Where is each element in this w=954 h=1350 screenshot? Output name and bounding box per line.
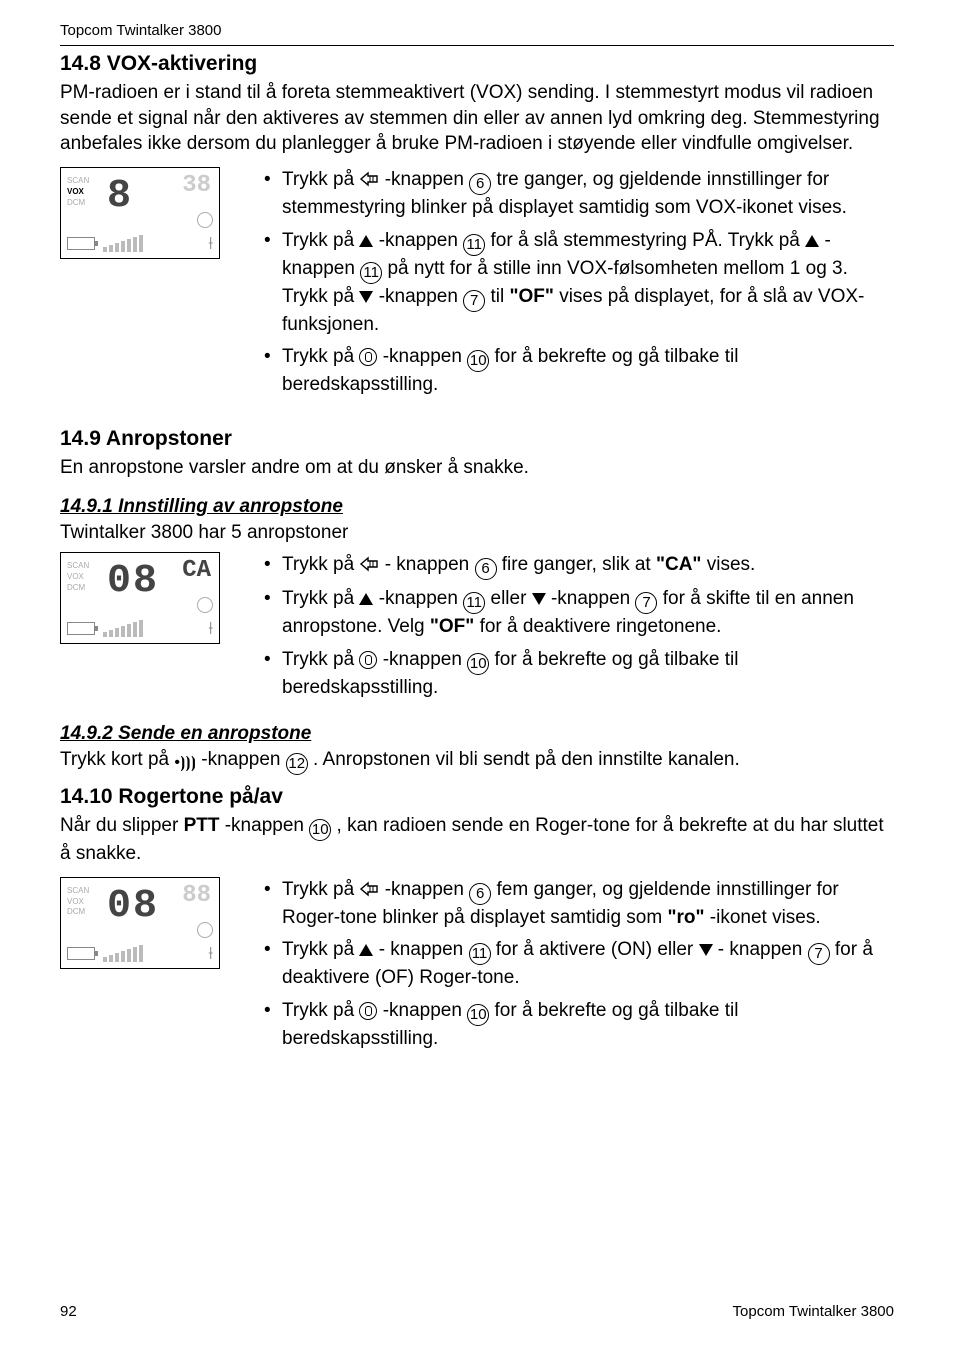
lcd-dcm: DCM xyxy=(67,907,89,918)
up-icon xyxy=(359,235,373,247)
ref-7: 7 xyxy=(463,290,485,312)
lcd-signal-bars xyxy=(103,620,143,637)
section-14-9-row: SCAN VOX DCM 08 CA ⟊ Trykk på xyxy=(60,552,894,707)
ref-10: 10 xyxy=(467,350,489,372)
lcd-clock-icon xyxy=(197,922,213,938)
lcd-dcm: DCM xyxy=(67,198,89,209)
up-icon xyxy=(805,235,819,247)
lcd-battery-icon xyxy=(67,237,95,250)
mic-icon xyxy=(359,651,377,669)
section-14-9-2-title: 14.9.2 Sende en anropstone xyxy=(60,723,894,745)
s149-bullet-3: Trykk på -knappen 10 for å bekrefte og g… xyxy=(264,647,894,702)
lcd-battery-icon xyxy=(67,947,95,960)
ref-11: 11 xyxy=(463,592,485,614)
menu-icon xyxy=(359,556,379,572)
ref-6: 6 xyxy=(469,883,491,905)
mic-icon xyxy=(359,1002,377,1020)
ref-11: 11 xyxy=(360,262,382,284)
ref-11: 11 xyxy=(463,234,485,256)
menu-icon xyxy=(359,171,379,187)
section-14-10-row: SCAN VOX DCM 08 88 ⟊ Trykk på xyxy=(60,877,894,1059)
s149-bullet-1: Trykk på - knappen 6 fire ganger, slik a… xyxy=(264,552,894,580)
header-rule xyxy=(60,45,894,46)
s1410-bullet-2: Trykk på - knappen 11 for å aktivere (ON… xyxy=(264,937,894,992)
lcd-14-8: SCAN VOX DCM 8 38 ⟊ xyxy=(60,167,220,259)
ref-6: 6 xyxy=(469,173,491,195)
lcd-sub: 88 xyxy=(182,882,211,909)
section-14-9-title: 14.9 Anropstoner xyxy=(60,427,894,451)
ref-11: 11 xyxy=(469,943,491,965)
section-14-8-intro: PM-radioen er i stand til å foreta stemm… xyxy=(60,80,894,157)
footer-brand: Topcom Twintalker 3800 xyxy=(733,1303,894,1320)
section-14-10-title: 14.10 Rogertone på/av xyxy=(60,785,894,809)
lcd-clock-icon xyxy=(197,597,213,613)
menu-icon xyxy=(359,881,379,897)
s1410-bullet-3: Trykk på -knappen 10 for å bekrefte og g… xyxy=(264,998,894,1053)
lcd-signal-bars xyxy=(103,235,143,252)
lcd-battery-icon xyxy=(67,622,95,635)
s148-bullet-1: Trykk på -knappen 6 tre ganger, og gjeld… xyxy=(264,167,894,222)
lcd-sub: CA xyxy=(182,557,211,584)
lcd-14-10: SCAN VOX DCM 08 88 ⟊ xyxy=(60,877,220,969)
ref-10: 10 xyxy=(309,819,331,841)
lcd-big: 8 xyxy=(107,174,133,219)
section-14-9-2-line: Trykk kort på •⦘⦘⦘ -knappen 12 . Anropst… xyxy=(60,747,894,775)
lcd-big: 08 xyxy=(107,559,159,604)
mic-icon xyxy=(359,348,377,366)
down-icon xyxy=(532,593,546,605)
lcd-antenna-icon: ⟊ xyxy=(208,943,213,964)
footer-page: 92 xyxy=(60,1303,77,1320)
page: Topcom Twintalker 3800 14.8 VOX-aktiveri… xyxy=(0,0,954,1350)
section-14-9-bullets: Trykk på - knappen 6 fire ganger, slik a… xyxy=(244,552,894,707)
running-header: Topcom Twintalker 3800 xyxy=(60,22,894,39)
down-icon xyxy=(359,291,373,303)
ref-6: 6 xyxy=(475,558,497,580)
section-14-10-intro: Når du slipper PTT -knappen 10 , kan rad… xyxy=(60,813,894,867)
lcd-sub: 38 xyxy=(182,172,211,199)
lcd-signal-bars xyxy=(103,945,143,962)
s148-bullet-2: Trykk på -knappen 11 for å slå stemmesty… xyxy=(264,228,894,339)
lcd-big: 08 xyxy=(107,884,159,929)
ref-7: 7 xyxy=(808,943,830,965)
section-14-8-title: 14.8 VOX-aktivering xyxy=(60,52,894,76)
s1410-bullet-1: Trykk på -knappen 6 fem ganger, og gjeld… xyxy=(264,877,894,932)
section-14-9-1-title: 14.9.1 Innstilling av anropstone xyxy=(60,496,894,518)
ref-12: 12 xyxy=(286,753,308,775)
ref-10: 10 xyxy=(467,653,489,675)
s149-bullet-2: Trykk på -knappen 11 eller -knappen 7 fo… xyxy=(264,586,894,641)
lcd-14-9: SCAN VOX DCM 08 CA ⟊ xyxy=(60,552,220,644)
section-14-9-intro: En anropstone varsler andre om at du øns… xyxy=(60,455,894,481)
section-14-8-row: SCAN VOX DCM 8 38 ⟊ Trykk på xyxy=(60,167,894,405)
lcd-scan: SCAN xyxy=(67,561,89,572)
footer: 92 Topcom Twintalker 3800 xyxy=(60,1303,894,1320)
lcd-vox: VOX xyxy=(67,572,89,583)
section-14-8-bullets: Trykk på -knappen 6 tre ganger, og gjeld… xyxy=(244,167,894,405)
lcd-antenna-icon: ⟊ xyxy=(208,618,213,639)
lcd-scan: SCAN xyxy=(67,176,89,187)
section-14-10-bullets: Trykk på -knappen 6 fem ganger, og gjeld… xyxy=(244,877,894,1059)
up-icon xyxy=(359,593,373,605)
ref-10: 10 xyxy=(467,1004,489,1026)
lcd-antenna-icon: ⟊ xyxy=(208,233,213,254)
lcd-vox: VOX xyxy=(67,187,89,198)
lcd-vox: VOX xyxy=(67,897,89,908)
up-icon xyxy=(359,944,373,956)
ref-7: 7 xyxy=(635,592,657,614)
section-14-9-1-line: Twintalker 3800 har 5 anropstoner xyxy=(60,520,894,546)
s148-bullet-3: Trykk på -knappen 10 for å bekrefte og g… xyxy=(264,344,894,399)
lcd-clock-icon xyxy=(197,212,213,228)
down-icon xyxy=(699,944,713,956)
lcd-scan: SCAN xyxy=(67,886,89,897)
call-icon: •⦘⦘⦘ xyxy=(174,752,196,774)
lcd-dcm: DCM xyxy=(67,583,89,594)
